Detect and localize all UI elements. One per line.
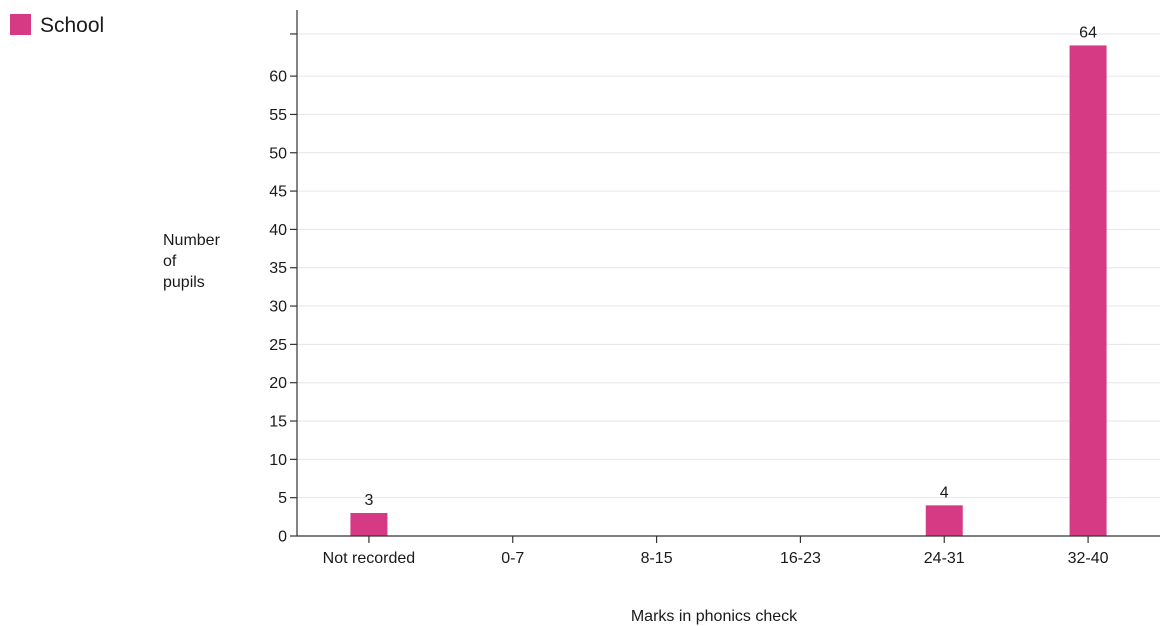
y-tick-label-25: 25 <box>269 337 287 354</box>
x-tick-label-24-31: 24-31 <box>924 550 965 567</box>
y-tick-label-0: 0 <box>278 529 287 546</box>
data-label-not-recorded: 3 <box>364 492 373 509</box>
y-tick-label-50: 50 <box>269 145 287 162</box>
y-tick-label-60: 60 <box>269 69 287 86</box>
y-tick-label-35: 35 <box>269 260 287 277</box>
y-axis-label: Number of pupils <box>163 232 221 291</box>
y-tick-label-45: 45 <box>269 184 287 201</box>
bar-24-31 <box>925 505 963 536</box>
x-tick-label-32-40: 32-40 <box>1068 550 1109 567</box>
y-tick-label-5: 5 <box>278 490 287 507</box>
y-tick-label-15: 15 <box>269 414 287 431</box>
data-label-24-31: 4 <box>940 484 949 501</box>
y-tick-label-10: 10 <box>269 452 287 469</box>
y-tick-label-55: 55 <box>269 107 287 124</box>
bars <box>350 45 1107 536</box>
data-label-32-40: 64 <box>1079 24 1097 41</box>
y-axis-label-line-2: of <box>163 253 177 270</box>
legend-label-school: School <box>40 14 104 37</box>
grid <box>297 33 1160 499</box>
x-tick-label-not-recorded: Not recorded <box>323 550 416 567</box>
legend-swatch-school <box>10 14 31 35</box>
bar-32-40 <box>1069 45 1107 536</box>
y-tick-label-20: 20 <box>269 375 287 392</box>
y-axis-label-line-1: Number <box>163 232 221 249</box>
x-axis-ticks: Not recorded 0-7 8-15 16-23 24-31 32-40 <box>323 536 1109 567</box>
bar-not-recorded <box>350 513 388 536</box>
legend: School <box>10 14 104 37</box>
y-axis-label-line-3: pupils <box>163 274 205 291</box>
x-tick-label-0-7: 0-7 <box>501 550 524 567</box>
y-axis-ticks: 0 5 10 15 20 25 30 35 40 45 50 55 60 <box>269 33 297 546</box>
axes <box>296 10 1160 537</box>
y-tick-label-40: 40 <box>269 222 287 239</box>
x-tick-label-8-15: 8-15 <box>641 550 673 567</box>
x-axis-label: Marks in phonics check <box>631 608 798 625</box>
y-tick-label-30: 30 <box>269 299 287 316</box>
x-tick-label-16-23: 16-23 <box>780 550 821 567</box>
data-labels: 3 4 64 <box>364 24 1097 509</box>
